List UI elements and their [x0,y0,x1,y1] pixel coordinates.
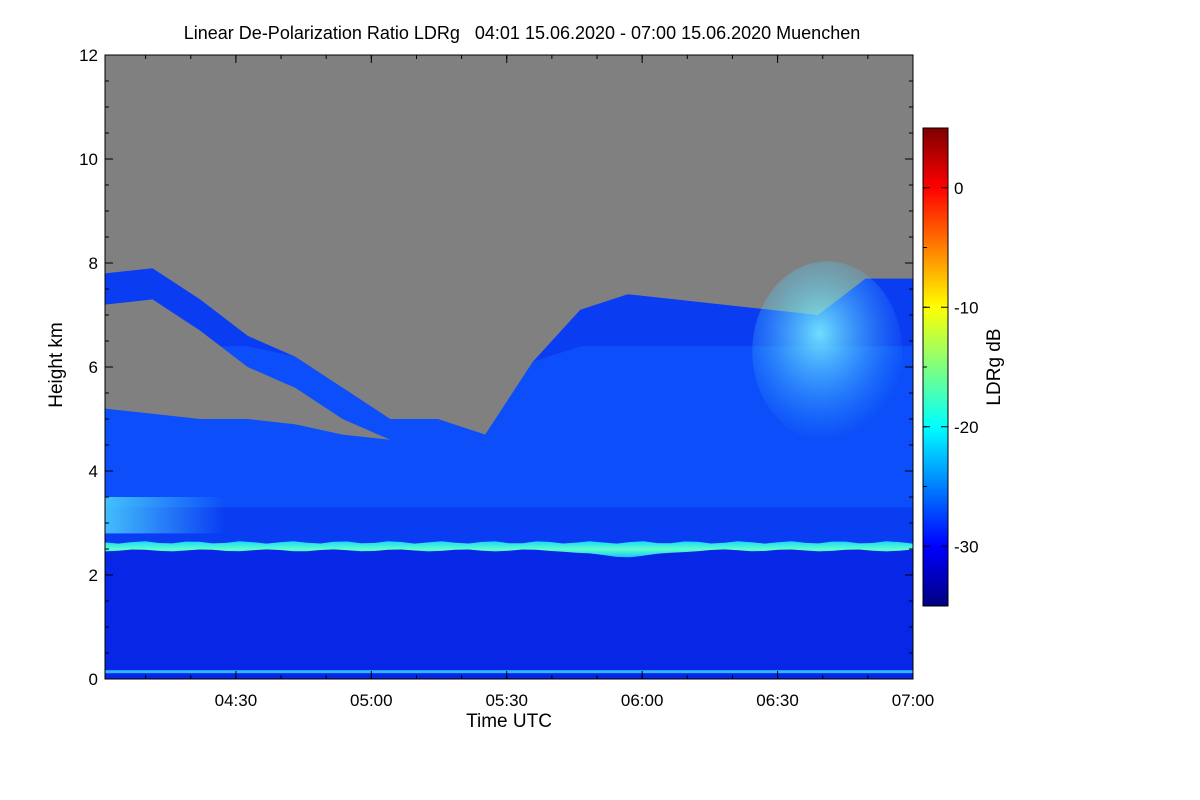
y-tick-label: 0 [89,670,98,689]
cirrus-signal [752,261,903,442]
colorbar-label: LDRg dB [984,328,1005,405]
colorbar-tick-label: -20 [954,418,979,437]
y-axis-label: Height km [46,322,67,408]
mid-troposphere-signal [105,346,913,508]
y-tick-label: 8 [89,254,98,273]
x-tick-label: 04:30 [215,691,258,710]
colorbar-gradient [922,127,949,607]
colorbar-tick-label: -10 [954,298,979,317]
colorbar-tick-label: 0 [954,179,963,198]
colorbar-ticks: 0 -10 -20 -30 [923,127,979,607]
no-data-gap [105,278,913,445]
x-axis: 04:30 05:00 05:30 06:00 06:30 07:00 [145,55,935,710]
y-tick-label: 2 [89,566,98,585]
colorbar: 0 -10 -20 -30 LDRg dB [922,127,1005,607]
lower-atmosphere-band [105,546,913,679]
aerosol-layer-line [105,541,913,558]
y-tick-label: 12 [79,46,98,65]
x-tick-label: 05:30 [485,691,528,710]
y-tick-label: 4 [89,462,98,481]
x-tick-label: 05:00 [350,691,393,710]
y-axis: 0 2 4 6 8 10 12 [79,46,913,689]
ground-signal-line [105,670,913,674]
x-tick-label: 07:00 [892,691,935,710]
x-tick-label: 06:30 [756,691,799,710]
plot-area [105,55,913,679]
x-axis-label: Time UTC [466,711,552,732]
colorbar-tick-label: -30 [954,537,979,556]
low-cloud-signal [105,497,225,534]
x-tick-label: 06:00 [621,691,664,710]
y-tick-label: 6 [89,358,98,377]
chart-title: Linear De-Polarization Ratio LDRg 04:01 … [184,23,860,43]
y-tick-label: 10 [79,150,98,169]
